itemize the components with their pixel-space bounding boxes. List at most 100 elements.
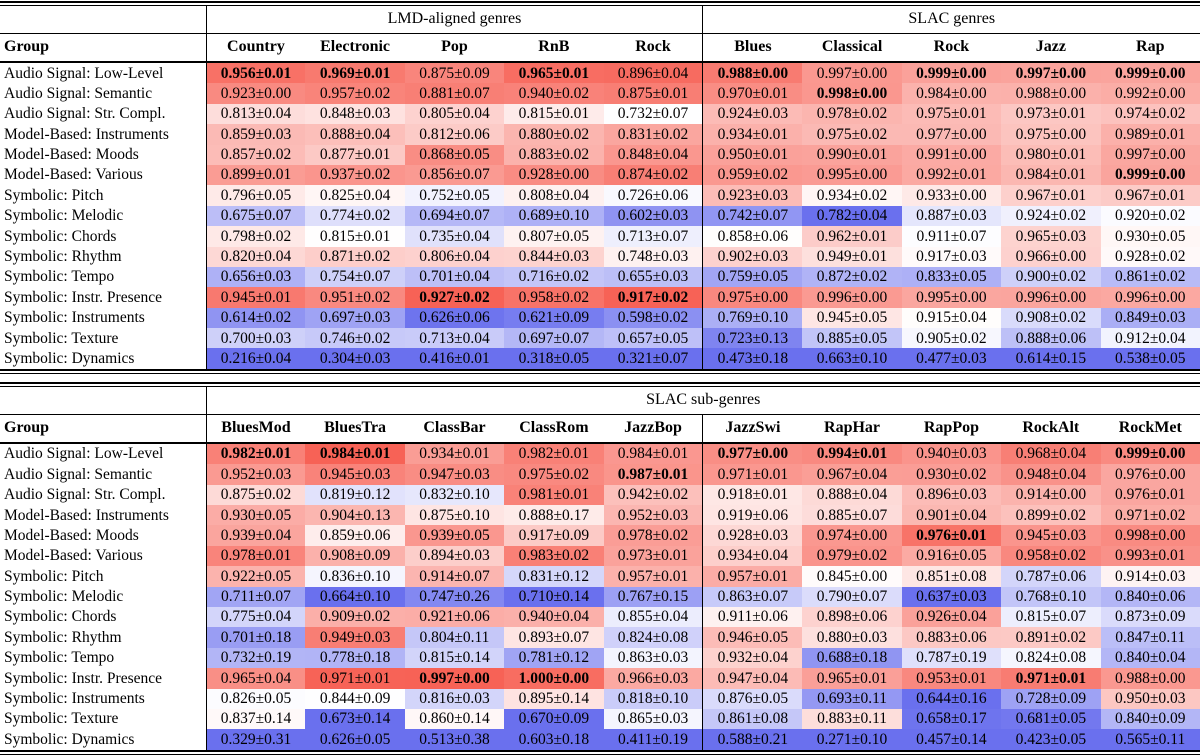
value-cell: 0.934±0.02 [802,185,902,206]
value-cell: 0.812±0.06 [404,124,505,145]
value-cell: 0.994±0.01 [802,442,902,465]
table-row: Model-Based: Instruments 0.930±0.05 0.904±… [0,505,1200,526]
value-cell: 0.825±0.04 [305,185,405,206]
genres-table-wrap: LMD-aligned genres SLAC genres Group Countr… [0,1,1200,374]
value-cell: 0.922±0.05 [205,566,306,587]
value-cell: 0.997±0.00 [1100,144,1200,165]
value-cell: 0.816±0.03 [404,688,505,709]
table-row: Symbolic: Texture 0.700±0.03 0.746±0.02 0.7… [0,328,1200,349]
value-cell: 0.930±0.02 [901,464,1002,485]
value-cell: 0.996±0.00 [1001,287,1101,308]
value-cell: 0.885±0.07 [802,505,902,526]
value-cell: 0.958±0.02 [1001,545,1101,567]
column-header: RapHar [802,414,902,444]
value-cell: 0.806±0.04 [404,246,505,267]
value-cell: 0.883±0.11 [802,708,902,730]
row-label: Symbolic: Dynamics [4,349,135,367]
value-cell: 0.949±0.03 [305,627,405,648]
row-label: Symbolic: Tempo [4,268,115,286]
value-cell: 0.216±0.04 [205,348,306,370]
value-cell: 0.457±0.14 [901,729,1002,751]
group-column-header: Group [0,414,206,444]
value-cell: 0.953±0.01 [901,668,1002,689]
value-cell: 0.914±0.00 [1001,484,1101,506]
value-cell: 0.977±0.00 [901,124,1002,145]
value-cell: 0.920±0.02 [1100,205,1200,227]
table-row: Symbolic: Tempo 0.656±0.03 0.754±0.07 0.701… [0,266,1200,288]
row-label: Symbolic: Tempo [4,649,115,667]
value-cell: 0.416±0.01 [404,348,505,370]
value-cell: 0.837±0.14 [205,708,306,730]
value-cell: 0.700±0.03 [205,328,306,349]
value-cell: 0.923±0.03 [702,185,803,206]
value-cell: 0.958±0.02 [504,287,604,308]
table-row: Symbolic: Dynamics 0.329±0.31 0.626±0.05 0.… [0,729,1200,751]
value-cell: 0.999±0.00 [901,62,1002,84]
value-cell: 0.927±0.02 [404,287,505,308]
value-cell: 0.826±0.05 [205,688,306,709]
value-cell: 0.423±0.05 [1001,729,1101,751]
value-cell: 0.990±0.01 [802,144,902,165]
value-cell: 0.888±0.04 [305,124,405,145]
value-cell: 0.939±0.04 [205,525,306,546]
value-cell: 0.329±0.31 [205,729,306,751]
value-cell: 0.887±0.03 [901,205,1002,227]
value-cell: 0.857±0.02 [205,144,306,165]
value-cell: 0.950±0.03 [1100,688,1200,709]
row-label: Symbolic: Chords [4,608,117,626]
value-cell: 0.946±0.05 [702,627,803,648]
value-cell: 0.937±0.02 [305,164,405,186]
value-cell: 0.754±0.07 [305,266,405,288]
value-cell: 0.513±0.38 [404,729,505,751]
value-cell: 0.271±0.10 [802,729,902,751]
value-cell: 0.978±0.02 [603,525,703,546]
value-cell: 0.951±0.02 [305,287,405,308]
value-cell: 0.923±0.00 [205,83,306,104]
value-cell: 0.767±0.15 [603,586,703,607]
table-row: Symbolic: Chords 0.798±0.02 0.815±0.01 0.73… [0,226,1200,247]
row-label: Audio Signal: Str. Compl. [4,486,166,504]
table-row: Symbolic: Instr. Presence 0.965±0.04 0.971… [0,668,1200,689]
value-cell: 0.999±0.00 [1100,62,1200,84]
row-label: Model-Based: Moods [4,526,139,544]
column-header: ClassBar [404,414,505,444]
value-cell: 0.956±0.01 [205,62,306,84]
value-cell: 0.711±0.07 [205,586,306,607]
value-cell: 0.984±0.01 [305,442,405,465]
column-header: Jazz [1001,33,1101,63]
value-cell: 0.748±0.03 [603,246,703,267]
table-row: Audio Signal: Semantic 0.952±0.03 0.945±0.… [0,464,1200,485]
value-cell: 0.726±0.06 [603,185,703,206]
value-cell: 0.804±0.11 [404,627,505,648]
value-cell: 0.663±0.10 [802,348,902,370]
value-cell: 0.844±0.09 [305,688,405,709]
value-cell: 0.831±0.02 [603,124,703,145]
value-cell: 0.919±0.06 [702,505,803,526]
row-label: Model-Based: Various [4,547,143,565]
value-cell: 0.855±0.04 [603,606,703,628]
value-cell: 0.868±0.05 [404,144,505,165]
value-cell: 0.916±0.05 [901,545,1002,567]
column-header: BluesTra [305,414,405,444]
value-cell: 0.968±0.04 [1001,442,1101,465]
value-cell: 0.787±0.06 [1001,566,1101,587]
value-cell: 0.896±0.03 [901,484,1002,506]
value-cell: 0.992±0.01 [901,164,1002,186]
value-cell: 0.992±0.00 [1100,83,1200,104]
value-cell: 0.805±0.04 [404,103,505,125]
value-cell: 0.993±0.01 [1100,545,1200,567]
value-cell: 0.840±0.06 [1100,586,1200,607]
group-column-header: Group [0,33,206,63]
table-row: Symbolic: Melodic 0.675±0.07 0.774±0.02 0.6… [0,205,1200,227]
table-row: Model-Based: Various 0.899±0.01 0.937±0.02… [0,164,1200,186]
value-cell: 0.911±0.07 [901,226,1002,247]
value-cell: 0.898±0.06 [802,606,902,628]
value-cell: 0.966±0.03 [603,668,703,689]
value-cell: 0.796±0.05 [205,185,306,206]
table-row: Audio Signal: Low-Level 0.982±0.01 0.984±0… [0,442,1200,465]
value-cell: 0.996±0.00 [802,287,902,308]
row-label: Symbolic: Texture [4,329,119,347]
value-cell: 0.965±0.04 [205,668,306,689]
value-cell: 0.987±0.01 [603,464,703,485]
column-header: RockAlt [1001,414,1101,444]
